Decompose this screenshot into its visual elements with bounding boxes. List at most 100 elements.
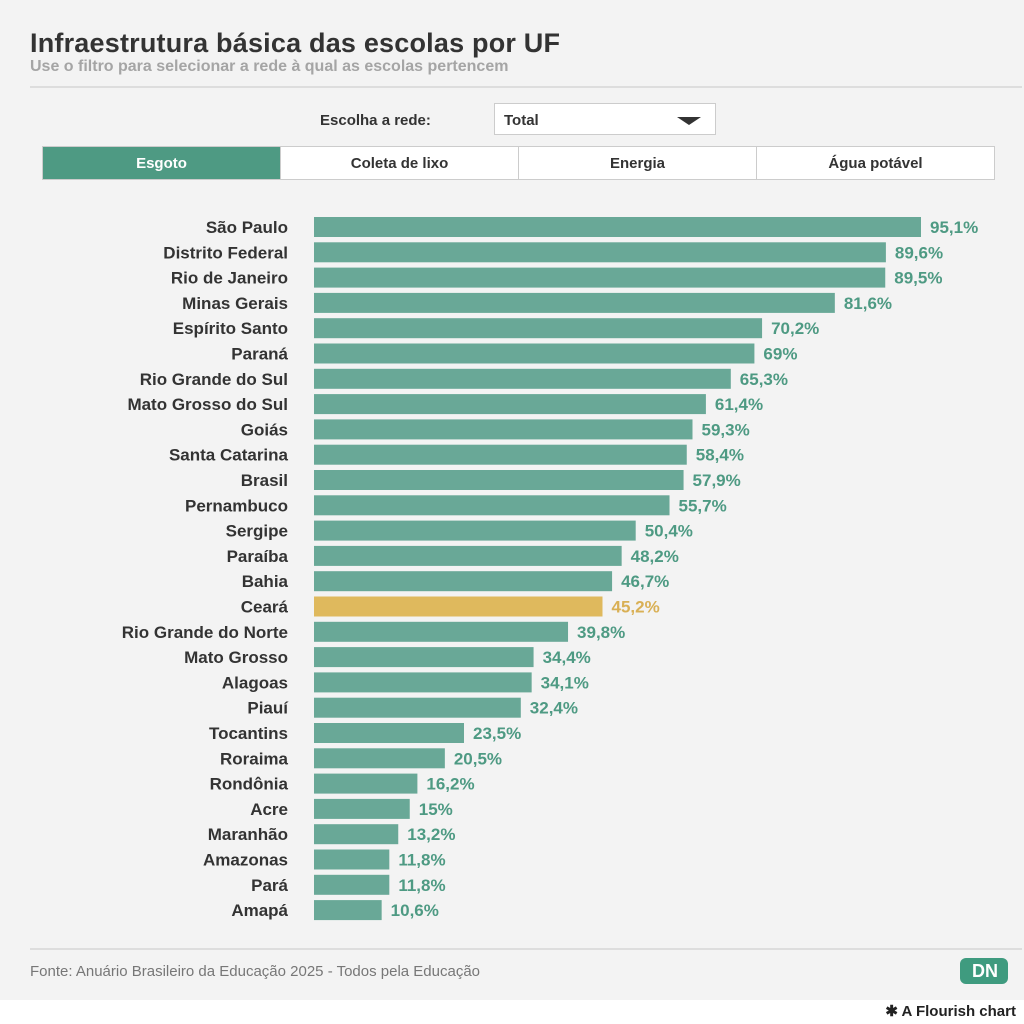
category-label: Piauí: [247, 699, 289, 718]
value-label: 34,1%: [541, 673, 589, 692]
divider: [30, 948, 1022, 950]
tab-coleta-de-lixo[interactable]: Coleta de lixo: [280, 147, 518, 179]
category-label: Paraná: [231, 345, 288, 364]
bar[interactable]: [314, 798, 410, 819]
bar[interactable]: [314, 773, 418, 794]
bar[interactable]: [314, 672, 532, 693]
divider: [30, 86, 1022, 88]
bar[interactable]: [314, 748, 445, 769]
category-label: Amapá: [231, 901, 288, 920]
bar[interactable]: [314, 444, 687, 465]
bar[interactable]: [314, 217, 921, 237]
value-label: 10,6%: [391, 901, 439, 920]
value-label: 58,4%: [696, 446, 744, 465]
tab-esgoto[interactable]: Esgoto: [43, 147, 280, 179]
category-label: Minas Gerais: [182, 294, 288, 313]
value-label: 59,3%: [701, 420, 749, 439]
value-label: 46,7%: [621, 572, 669, 591]
value-label: 32,4%: [530, 699, 578, 718]
tab-energia[interactable]: Energia: [518, 147, 756, 179]
value-label: 48,2%: [631, 547, 679, 566]
bar[interactable]: [314, 874, 390, 895]
category-label: Maranhão: [208, 825, 288, 844]
page-title: Infraestrutura básica das escolas por UF: [30, 28, 561, 58]
chevron-down-icon: [677, 117, 701, 125]
category-label: Brasil: [241, 471, 288, 490]
category-label: Pará: [251, 876, 288, 895]
bar[interactable]: [314, 470, 684, 490]
category-label: São Paulo: [206, 218, 288, 237]
bar[interactable]: [314, 520, 636, 541]
category-label: Goiás: [241, 420, 288, 439]
bar[interactable]: [314, 292, 835, 313]
bar[interactable]: [314, 545, 622, 566]
category-label: Mato Grosso do Sul: [127, 395, 288, 414]
value-label: 95,1%: [930, 218, 978, 237]
category-label: Rondônia: [210, 775, 289, 794]
bar[interactable]: [314, 394, 706, 415]
value-label: 70,2%: [771, 319, 819, 338]
category-label: Rio Grande do Norte: [122, 623, 288, 642]
category-label: Acre: [250, 800, 288, 819]
bar[interactable]: [314, 900, 382, 921]
category-label: Alagoas: [222, 673, 288, 692]
category-label: Amazonas: [203, 851, 288, 870]
bar[interactable]: [314, 621, 569, 642]
bar[interactable]: [314, 419, 693, 440]
value-label: 81,6%: [844, 294, 892, 313]
filter-label: Escolha a rede:: [320, 112, 431, 129]
bar[interactable]: [314, 697, 521, 718]
value-label: 39,8%: [577, 623, 625, 642]
flourish-credit[interactable]: ✱ A Flourish chart: [885, 1002, 1016, 1020]
bar[interactable]: [314, 571, 613, 592]
bar[interactable]: [314, 343, 755, 364]
bar[interactable]: [314, 318, 763, 339]
value-label: 16,2%: [426, 775, 474, 794]
bar[interactable]: [314, 495, 670, 516]
bar[interactable]: [314, 368, 731, 389]
bar-chart: São Paulo 95,1% Distrito Federal 89,6% Rio d…: [122, 217, 978, 921]
value-label: 23,5%: [473, 724, 521, 743]
bar[interactable]: [314, 596, 603, 617]
category-label: Pernambuco: [185, 496, 288, 515]
value-label: 57,9%: [693, 471, 741, 490]
tab-agua-potavel[interactable]: Água potável: [756, 147, 994, 179]
category-label: Santa Catarina: [169, 446, 289, 465]
value-label: 20,5%: [454, 749, 502, 768]
value-label: 65,3%: [740, 370, 788, 389]
category-label: Mato Grosso: [184, 648, 288, 667]
value-label: 15%: [419, 800, 453, 819]
category-label: Sergipe: [226, 522, 288, 541]
category-label: Roraima: [220, 749, 289, 768]
dropdown-value: Total: [504, 112, 539, 129]
category-label: Espírito Santo: [173, 319, 288, 338]
value-label: 61,4%: [715, 395, 763, 414]
value-label: 50,4%: [645, 522, 693, 541]
bar[interactable]: [314, 849, 390, 870]
category-label: Rio de Janeiro: [171, 269, 288, 288]
bar[interactable]: [314, 267, 886, 288]
indicator-tabs: Esgoto Coleta de lixo Energia Água potáv…: [42, 146, 995, 180]
bar[interactable]: [314, 824, 399, 845]
dn-logo: DN: [960, 958, 1008, 984]
category-label: Tocantins: [209, 724, 288, 743]
page-subtitle: Use o filtro para selecionar a rede à qu…: [30, 58, 509, 75]
flourish-asterisk-icon: ✱: [885, 1003, 902, 1020]
flourish-label: A Flourish chart: [901, 1003, 1016, 1020]
network-dropdown[interactable]: Total: [494, 103, 716, 135]
bar[interactable]: [314, 647, 534, 668]
value-label: 69%: [763, 345, 797, 364]
value-label: 89,6%: [895, 243, 943, 262]
category-label: Distrito Federal: [163, 243, 288, 262]
category-label: Bahia: [242, 572, 289, 591]
value-label: 11,8%: [398, 876, 445, 895]
value-label: 45,2%: [612, 598, 660, 617]
value-label: 89,5%: [894, 269, 942, 288]
bar[interactable]: [314, 723, 464, 743]
bar[interactable]: [314, 242, 886, 263]
chart-panel: Infraestrutura básica das escolas por UF…: [0, 0, 1024, 1000]
category-label: Rio Grande do Sul: [140, 370, 288, 389]
category-label: Paraíba: [227, 547, 289, 566]
value-label: 34,4%: [543, 648, 591, 667]
value-label: 13,2%: [407, 825, 455, 844]
